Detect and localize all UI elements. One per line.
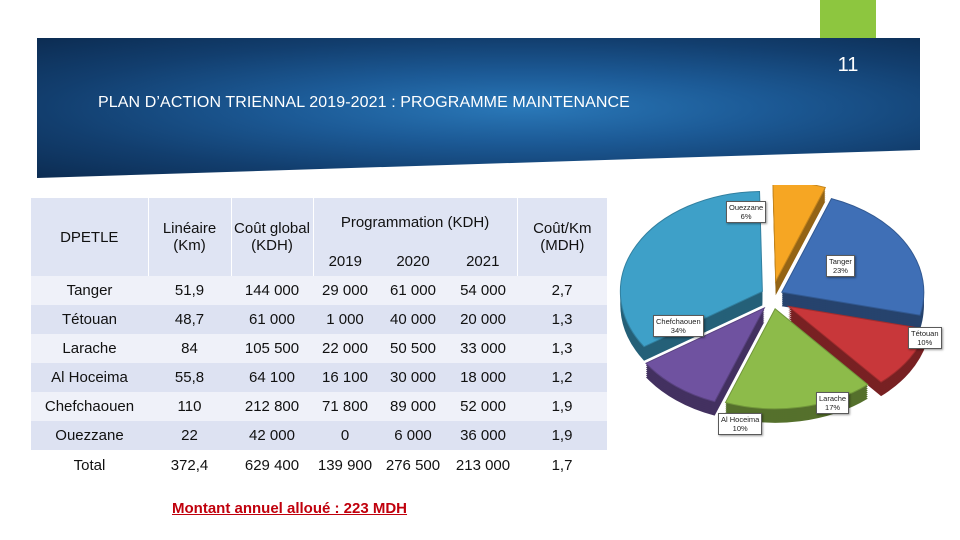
table-cell: 42 000: [231, 421, 313, 450]
row-label: Tétouan: [31, 305, 148, 334]
table-cell: 29 000: [313, 276, 377, 305]
header-year: 2021: [449, 246, 518, 276]
table-cell: 110: [148, 392, 231, 421]
total-cell: 629 400: [231, 450, 313, 480]
pie-label-name: Ouezzane: [729, 203, 764, 212]
page-number: 11: [837, 54, 859, 76]
table-cell: 1,9: [517, 421, 608, 450]
table-cell: 6 000: [377, 421, 449, 450]
table-cell: 55,8: [148, 363, 231, 392]
table-row: Tanger 51,9 144 000 29 000 61 000 54 000 2,7: [31, 276, 608, 305]
total-cell: 139 900: [313, 450, 377, 480]
pie-label: Tétouan 10%: [908, 327, 942, 349]
row-label: Tanger: [31, 276, 148, 305]
table-cell: 144 000: [231, 276, 313, 305]
table-cell: 1,9: [517, 392, 608, 421]
table-cell: 89 000: [377, 392, 449, 421]
table-cell: 22 000: [313, 334, 377, 363]
table-cell: 16 100: [313, 363, 377, 392]
table-cell: 18 000: [449, 363, 518, 392]
header-year: 2020: [377, 246, 449, 276]
table-row: Tétouan 48,7 61 000 1 000 40 000 20 000 1,3: [31, 305, 608, 334]
header-cout-global: Coût global (KDH): [230, 198, 313, 276]
row-label: Al Hoceima: [31, 363, 148, 392]
pie-label-name: Tanger: [829, 257, 852, 266]
total-cell: 276 500: [377, 450, 449, 480]
pie-slice-alhoceima: [645, 306, 766, 403]
row-label: Chefchaouen: [31, 392, 148, 421]
pie-label-value: 34%: [670, 326, 686, 335]
pie-label-name: Larache: [819, 394, 847, 403]
table-cell: 22: [148, 421, 231, 450]
pie-slice-ouezzane: [772, 185, 827, 284]
table-cell: 40 000: [377, 305, 449, 334]
table-cell: 54 000: [449, 276, 518, 305]
table-row: Larache 84 105 500 22 000 50 500 33 000 1,3: [31, 334, 608, 363]
table-cell: 212 800: [231, 392, 313, 421]
table-cell: 36 000: [449, 421, 518, 450]
header-lineaire: Linéaire (Km): [147, 198, 231, 276]
total-cell: 1,7: [517, 450, 608, 480]
header-year: 2019: [312, 246, 377, 276]
pie-label: Larache 17%: [816, 392, 850, 414]
table-cell: 1,2: [517, 363, 608, 392]
table-cell: 105 500: [231, 334, 313, 363]
pie-label-value: 10%: [732, 424, 748, 433]
table-cell: 84: [148, 334, 231, 363]
table-cell: 64 100: [231, 363, 313, 392]
slide-title: PLAN D’ACTION TRIENNAL 2019-2021 : PROGR…: [98, 94, 630, 111]
pie-label: Tanger 23%: [826, 255, 855, 277]
pie-chart: [619, 185, 928, 423]
pie-label-name: Al Hoceima: [721, 415, 760, 424]
table-header-row: DPETLE Linéaire (Km) Coût global (KDH) P…: [31, 198, 608, 276]
table-cell: 0: [313, 421, 377, 450]
pie-slice-larache: [724, 308, 869, 410]
table-row: Al Hoceima 55,8 64 100 16 100 30 000 18 000 1,…: [31, 363, 608, 392]
table-cell: 52 000: [449, 392, 518, 421]
header-cout-km: Coût/Km (MDH): [516, 198, 608, 276]
pie-label-value: 17%: [825, 403, 841, 412]
table-cell: 51,9: [148, 276, 231, 305]
table-years-row: 2019 2020 2021: [31, 246, 607, 276]
table-row: Ouezzane 22 42 000 0 6 000 36 000 1,9: [31, 421, 608, 450]
table-cell: 2,7: [517, 276, 608, 305]
row-label: Larache: [31, 334, 148, 363]
table-cell: 20 000: [449, 305, 518, 334]
table-cell: 48,7: [148, 305, 231, 334]
pie-label: Chefchaouen 34%: [653, 315, 704, 337]
header-dpetle: DPETLE: [31, 198, 148, 276]
table-cell: 1 000: [313, 305, 377, 334]
table-cell: 30 000: [377, 363, 449, 392]
row-label: Ouezzane: [31, 421, 148, 450]
header-programmation: Programmation (KDH): [312, 198, 518, 246]
pie-label-value: 6%: [740, 212, 752, 221]
table-cell: 61 000: [377, 276, 449, 305]
total-cell: Total: [31, 450, 148, 480]
table-cell: 1,3: [517, 305, 608, 334]
maintenance-table: DPETLE Linéaire (Km) Coût global (KDH) P…: [31, 198, 608, 480]
pie-label: Ouezzane 6%: [726, 201, 767, 223]
allocated-amount: Montant annuel alloué : 223 MDH: [172, 500, 408, 517]
table-row: Chefchaouen 110 212 800 71 800 89 000 52 000 1…: [31, 392, 608, 421]
pie-slice-chefchaouen: [619, 190, 763, 348]
table-cell: 50 500: [377, 334, 449, 363]
total-cell: 213 000: [449, 450, 518, 480]
pie-label-name: Tétouan: [911, 329, 939, 338]
table-cell: 71 800: [313, 392, 377, 421]
table-cell: 33 000: [449, 334, 518, 363]
table-cell: 1,3: [517, 334, 608, 363]
pie-label: Al Hoceima 10%: [718, 413, 763, 435]
pie-label-name: Chefchaouen: [656, 317, 701, 326]
pie-label-value: 10%: [917, 338, 933, 347]
table-cell: 61 000: [231, 305, 313, 334]
total-cell: 372,4: [148, 450, 231, 480]
pie-label-value: 23%: [832, 266, 848, 275]
table-total-row: Total 372,4 629 400 139 900 276 500 213 …: [31, 450, 608, 480]
